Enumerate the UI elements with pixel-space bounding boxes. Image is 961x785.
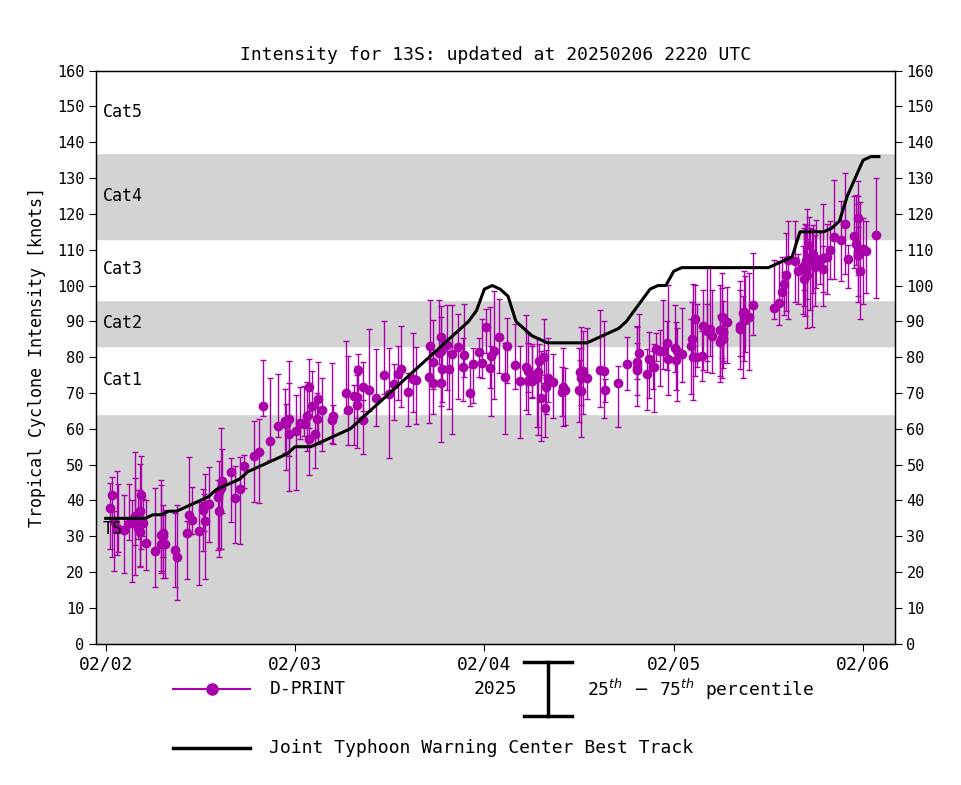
Text: Cat1: Cat1 [103, 371, 142, 389]
Text: Cat2: Cat2 [103, 314, 142, 332]
Bar [96, 153, 894, 239]
Text: Cat4: Cat4 [103, 187, 142, 205]
Text: TS: TS [103, 520, 122, 538]
Bar [96, 346, 894, 414]
Bar [96, 71, 894, 153]
Bar [96, 239, 894, 300]
X-axis label: 2025: 2025 [473, 681, 517, 699]
Bar [96, 414, 894, 644]
Title: Intensity for 13S: updated at 20250206 2220 UTC: Intensity for 13S: updated at 20250206 2… [239, 46, 751, 64]
Text: Cat5: Cat5 [103, 103, 142, 121]
Y-axis label: Tropical Cyclone Intensity [knots]: Tropical Cyclone Intensity [knots] [28, 187, 46, 528]
Text: Joint Typhoon Warning Center Best Track: Joint Typhoon Warning Center Best Track [269, 739, 693, 757]
Text: Cat3: Cat3 [103, 261, 142, 279]
Text: D-PRINT: D-PRINT [269, 680, 345, 698]
Bar [96, 300, 894, 346]
Text: 25$^{th}$ $-$ 75$^{th}$ percentile: 25$^{th}$ $-$ 75$^{th}$ percentile [586, 677, 813, 702]
